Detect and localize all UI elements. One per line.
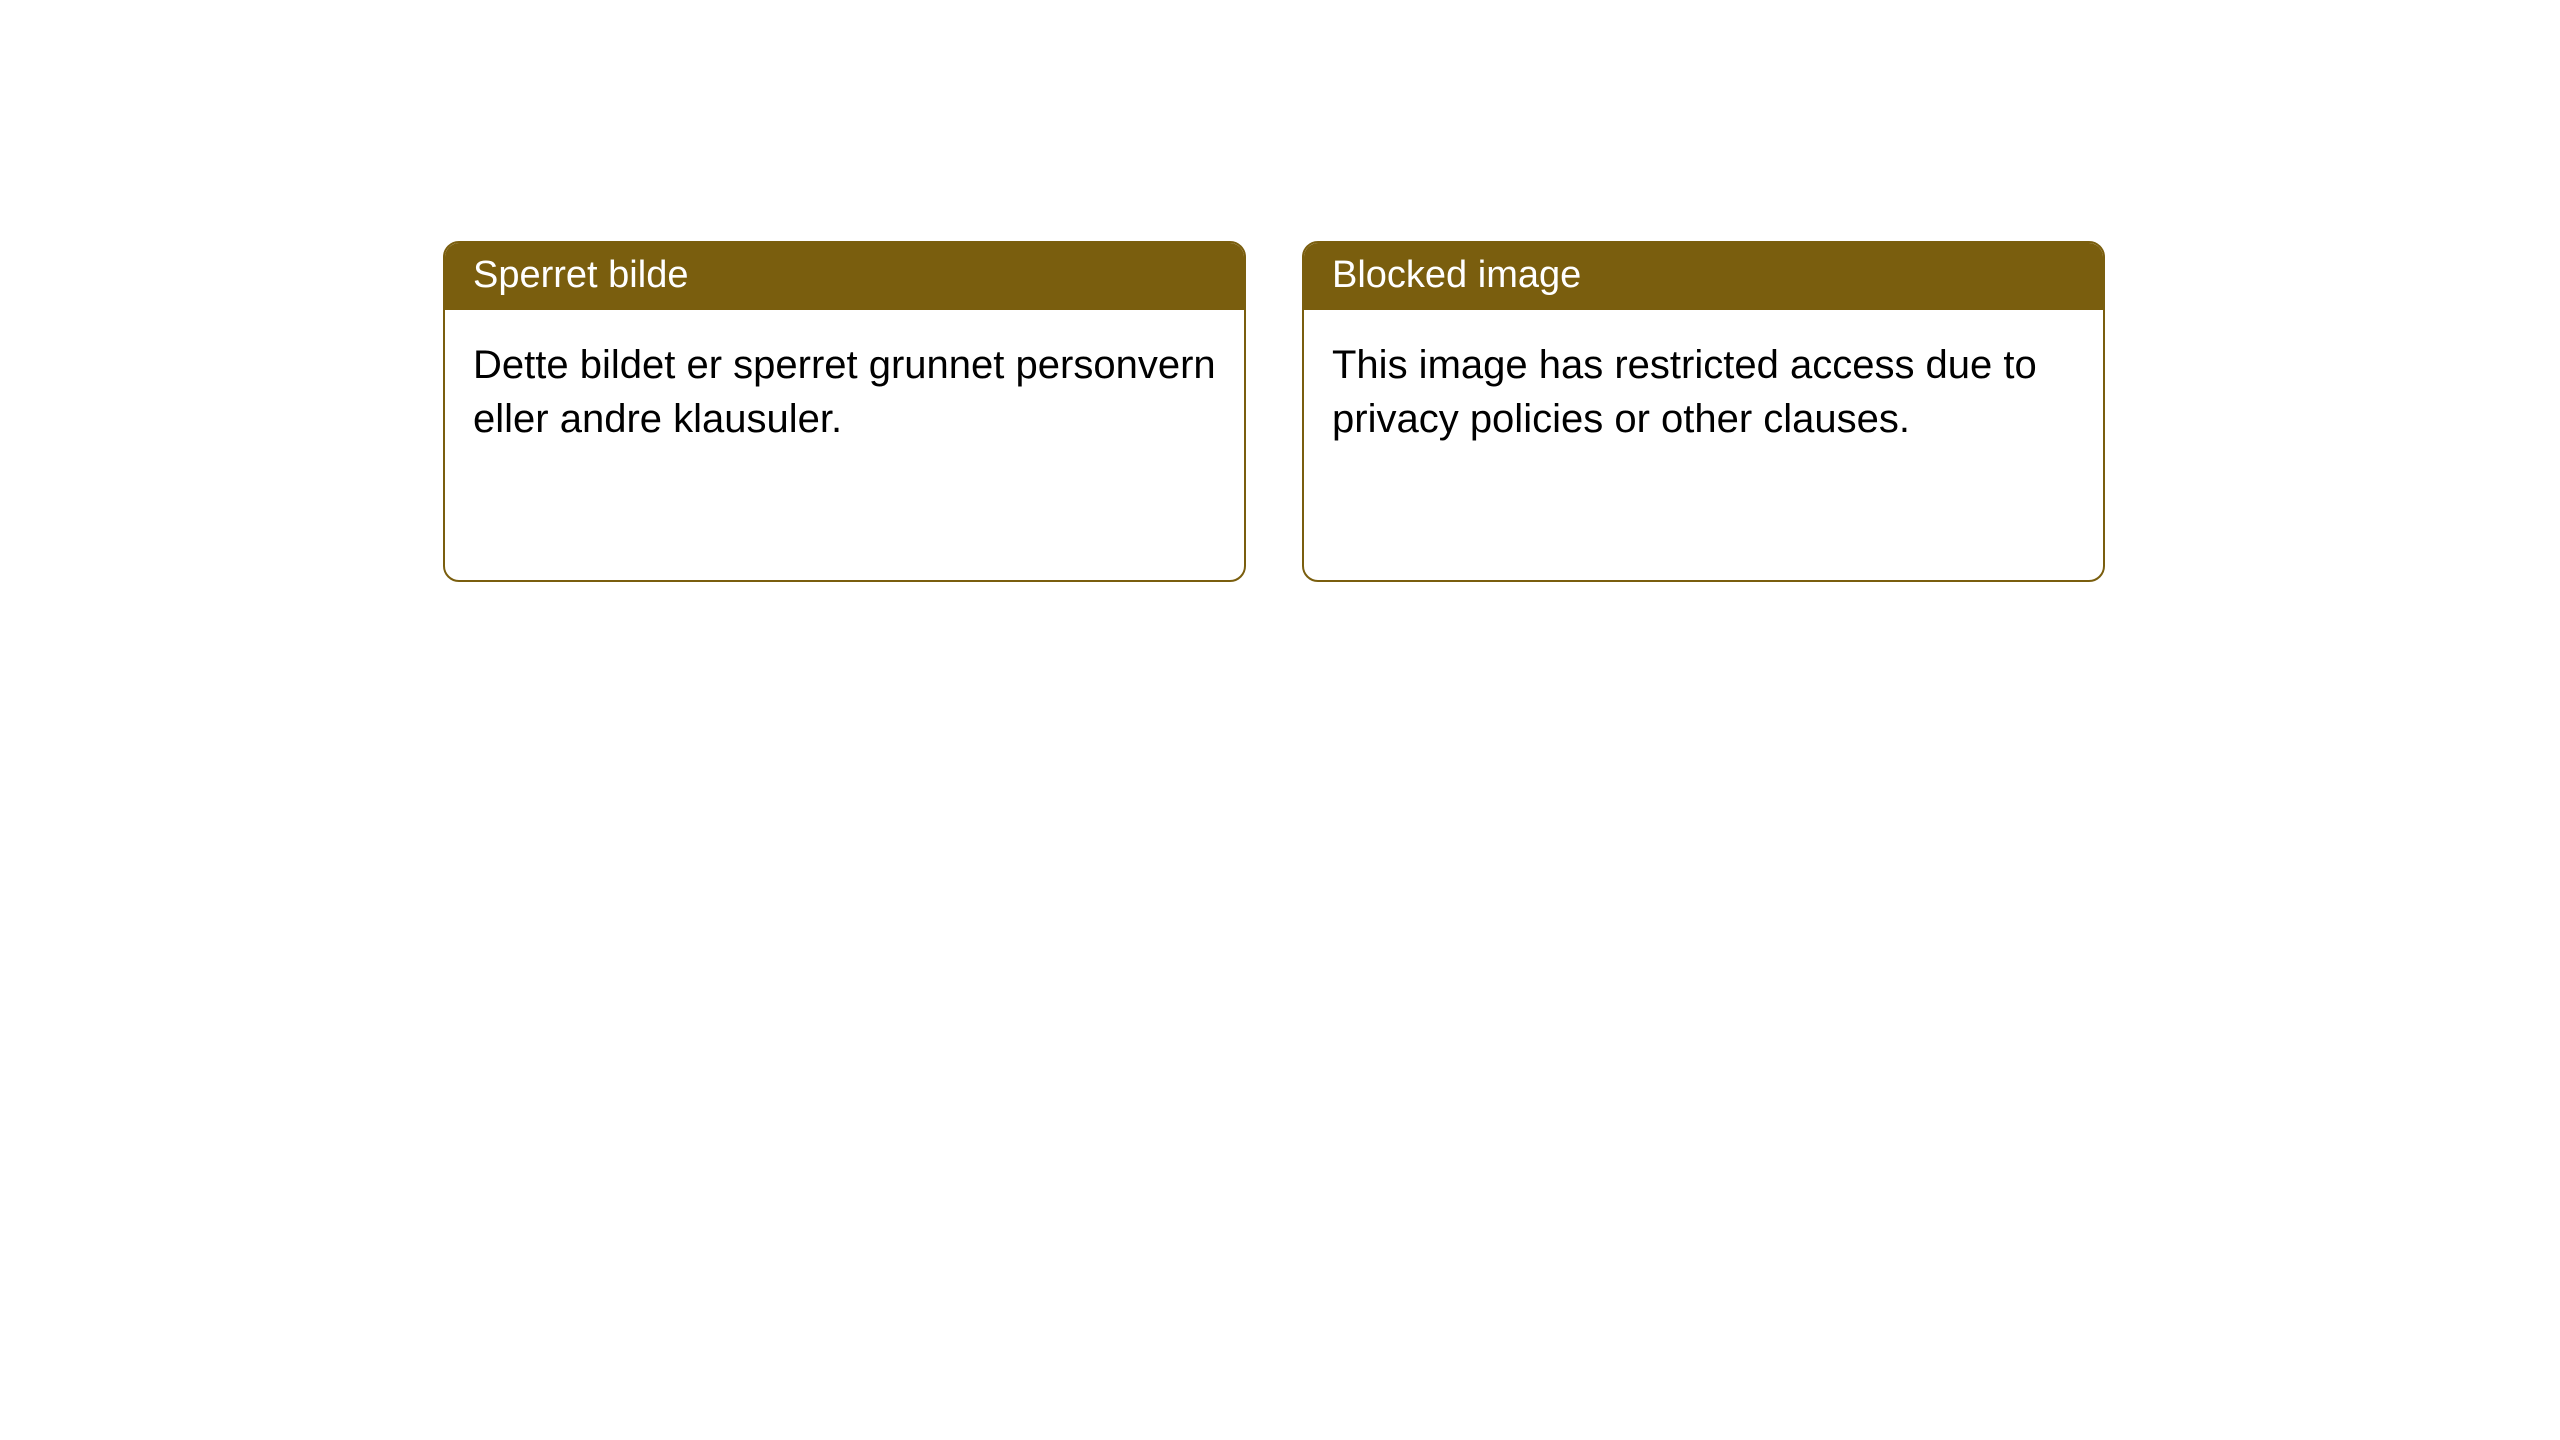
notice-title: Blocked image [1304,243,2103,310]
notice-title: Sperret bilde [445,243,1244,310]
notice-body: Dette bildet er sperret grunnet personve… [445,310,1244,580]
notice-body: This image has restricted access due to … [1304,310,2103,580]
notice-card-english: Blocked image This image has restricted … [1302,241,2105,582]
notice-container: Sperret bilde Dette bildet er sperret gr… [0,0,2560,582]
notice-card-norwegian: Sperret bilde Dette bildet er sperret gr… [443,241,1246,582]
